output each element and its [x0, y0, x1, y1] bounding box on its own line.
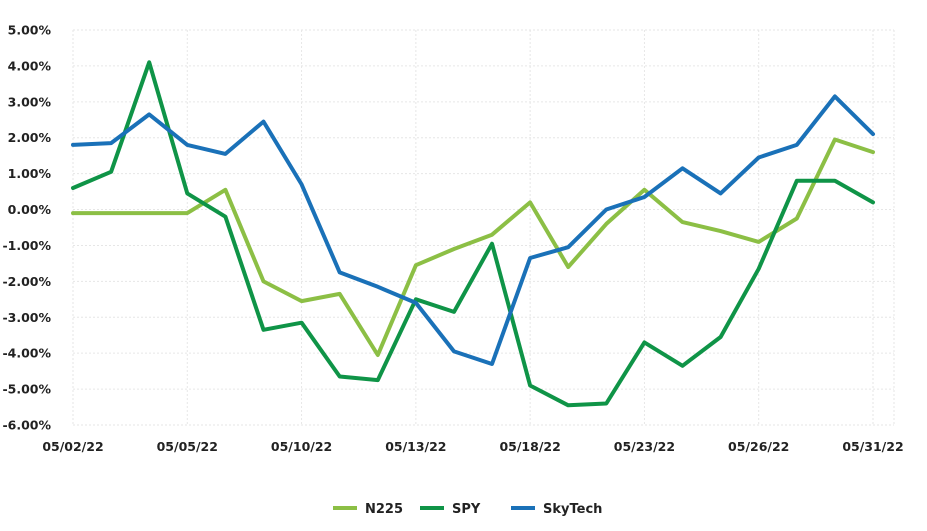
series-line-spy: [71, 60, 875, 408]
series-line-skytech: [71, 94, 875, 366]
series-lines: [71, 60, 875, 408]
y-tick-label: 3.00%: [8, 94, 52, 109]
legend-label-spy: SPY: [452, 502, 481, 517]
x-tick-label: 05/02/22: [42, 439, 103, 454]
series-line-n225: [71, 137, 875, 357]
y-tick-label: 1.00%: [8, 166, 52, 181]
y-tick-label: -4.00%: [2, 346, 51, 361]
y-tick-label: -1.00%: [2, 238, 51, 253]
y-tick-label: -3.00%: [2, 310, 51, 325]
y-tick-label: -2.00%: [2, 274, 51, 289]
x-tick-label: 05/31/22: [842, 439, 903, 454]
x-tick-label: 05/26/22: [728, 439, 789, 454]
legend-label-n225: N225: [365, 502, 403, 517]
legend: N225 SPY SkyTech: [333, 502, 602, 517]
y-tick-label: 4.00%: [8, 58, 52, 73]
axes: 5.00% 4.00% 3.00% 2.00% 1.00% 0.00% -1.00% -2.0…: [2, 23, 903, 455]
legend-label-skytech: SkyTech: [543, 502, 602, 517]
x-tick-label: 05/13/22: [385, 439, 446, 454]
x-tick-label: 05/10/22: [271, 439, 332, 454]
y-tick-label: -6.00%: [2, 418, 51, 433]
x-tick-label: 05/05/22: [157, 439, 218, 454]
y-tick-label: -5.00%: [2, 382, 51, 397]
y-tick-label: 2.00%: [8, 130, 52, 145]
x-tick-label: 05/18/22: [499, 439, 560, 454]
y-tick-label: 5.00%: [8, 23, 52, 38]
x-tick-label: 05/23/22: [614, 439, 675, 454]
y-tick-label: 0.00%: [8, 202, 52, 217]
grid: [72, 29, 895, 426]
